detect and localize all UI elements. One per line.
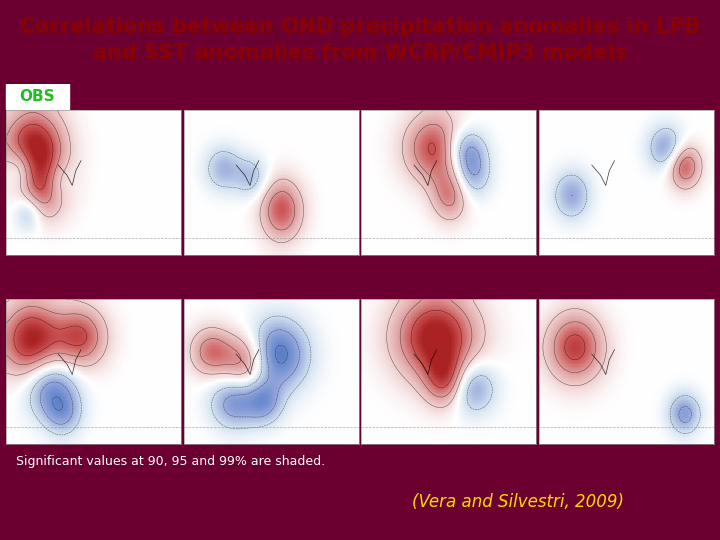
Bar bbox=[6, 84, 69, 109]
Text: Correlations between OND precipitation anomalies in LPB
and SST anomalies from W: Correlations between OND precipitation a… bbox=[20, 17, 700, 63]
Text: (Vera and Silvestri, 2009): (Vera and Silvestri, 2009) bbox=[413, 493, 624, 511]
Text: OBS: OBS bbox=[19, 89, 55, 104]
Text: Significant values at 90, 95 and 99% are shaded.: Significant values at 90, 95 and 99% are… bbox=[16, 455, 325, 468]
